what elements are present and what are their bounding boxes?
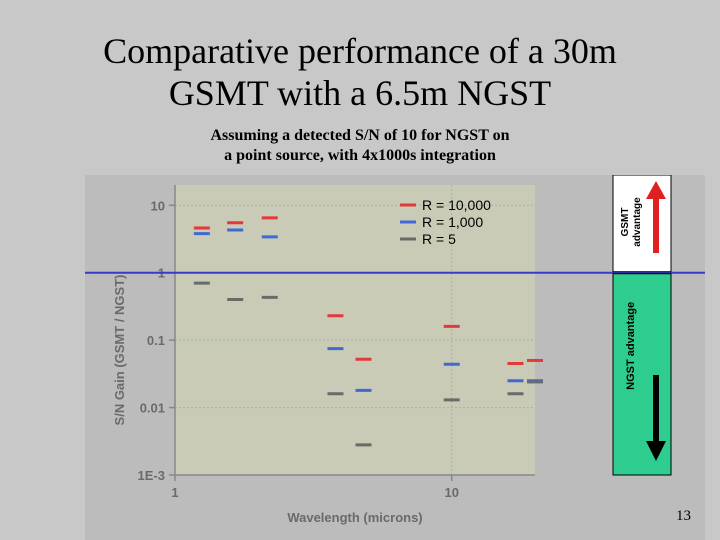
title-line-2: GSMT with a 6.5m NGST [168, 73, 552, 113]
x-axis-title: Wavelength (microns) [287, 510, 422, 525]
gsmt-advantage-label: GSMT [620, 208, 631, 237]
subtitle-line-2: a point source, with 4x1000s integration [224, 147, 496, 164]
gsmt-arrow-head [646, 181, 666, 199]
x-tick-label: 10 [444, 485, 458, 500]
ngst-advantage-band [612, 273, 672, 476]
legend-label: R = 10,000 [422, 197, 491, 213]
slide-subtitle: Assuming a detected S/N of 10 for NGST o… [150, 126, 570, 166]
gsmt-advantage-label: advantage [632, 197, 643, 247]
x-tick-label: 1 [171, 485, 178, 500]
subtitle-line-1: Assuming a detected S/N of 10 for NGST o… [210, 127, 510, 144]
y-tick-label: 0.01 [140, 401, 165, 416]
y-axis-title: S/N Gain (GSMT / NGST) [112, 275, 127, 426]
legend-label: R = 5 [422, 231, 456, 247]
legend-label: R = 1,000 [422, 214, 483, 230]
title-line-1: Comparative performance of a 30m [103, 31, 617, 71]
slide-title: Comparative performance of a 30m GSMT wi… [0, 30, 720, 114]
ngst-arrow-shaft [653, 375, 659, 443]
y-tick-label: 0.1 [147, 333, 165, 348]
ngst-advantage-label: NGST advantage [625, 302, 637, 390]
y-tick-label: 1E-3 [138, 468, 165, 483]
ngst-arrow-head [646, 441, 666, 461]
plot-area [175, 185, 535, 475]
slide-number: 13 [676, 508, 691, 524]
y-tick-label: 10 [151, 198, 165, 213]
gsmt-arrow-shaft [653, 197, 659, 253]
